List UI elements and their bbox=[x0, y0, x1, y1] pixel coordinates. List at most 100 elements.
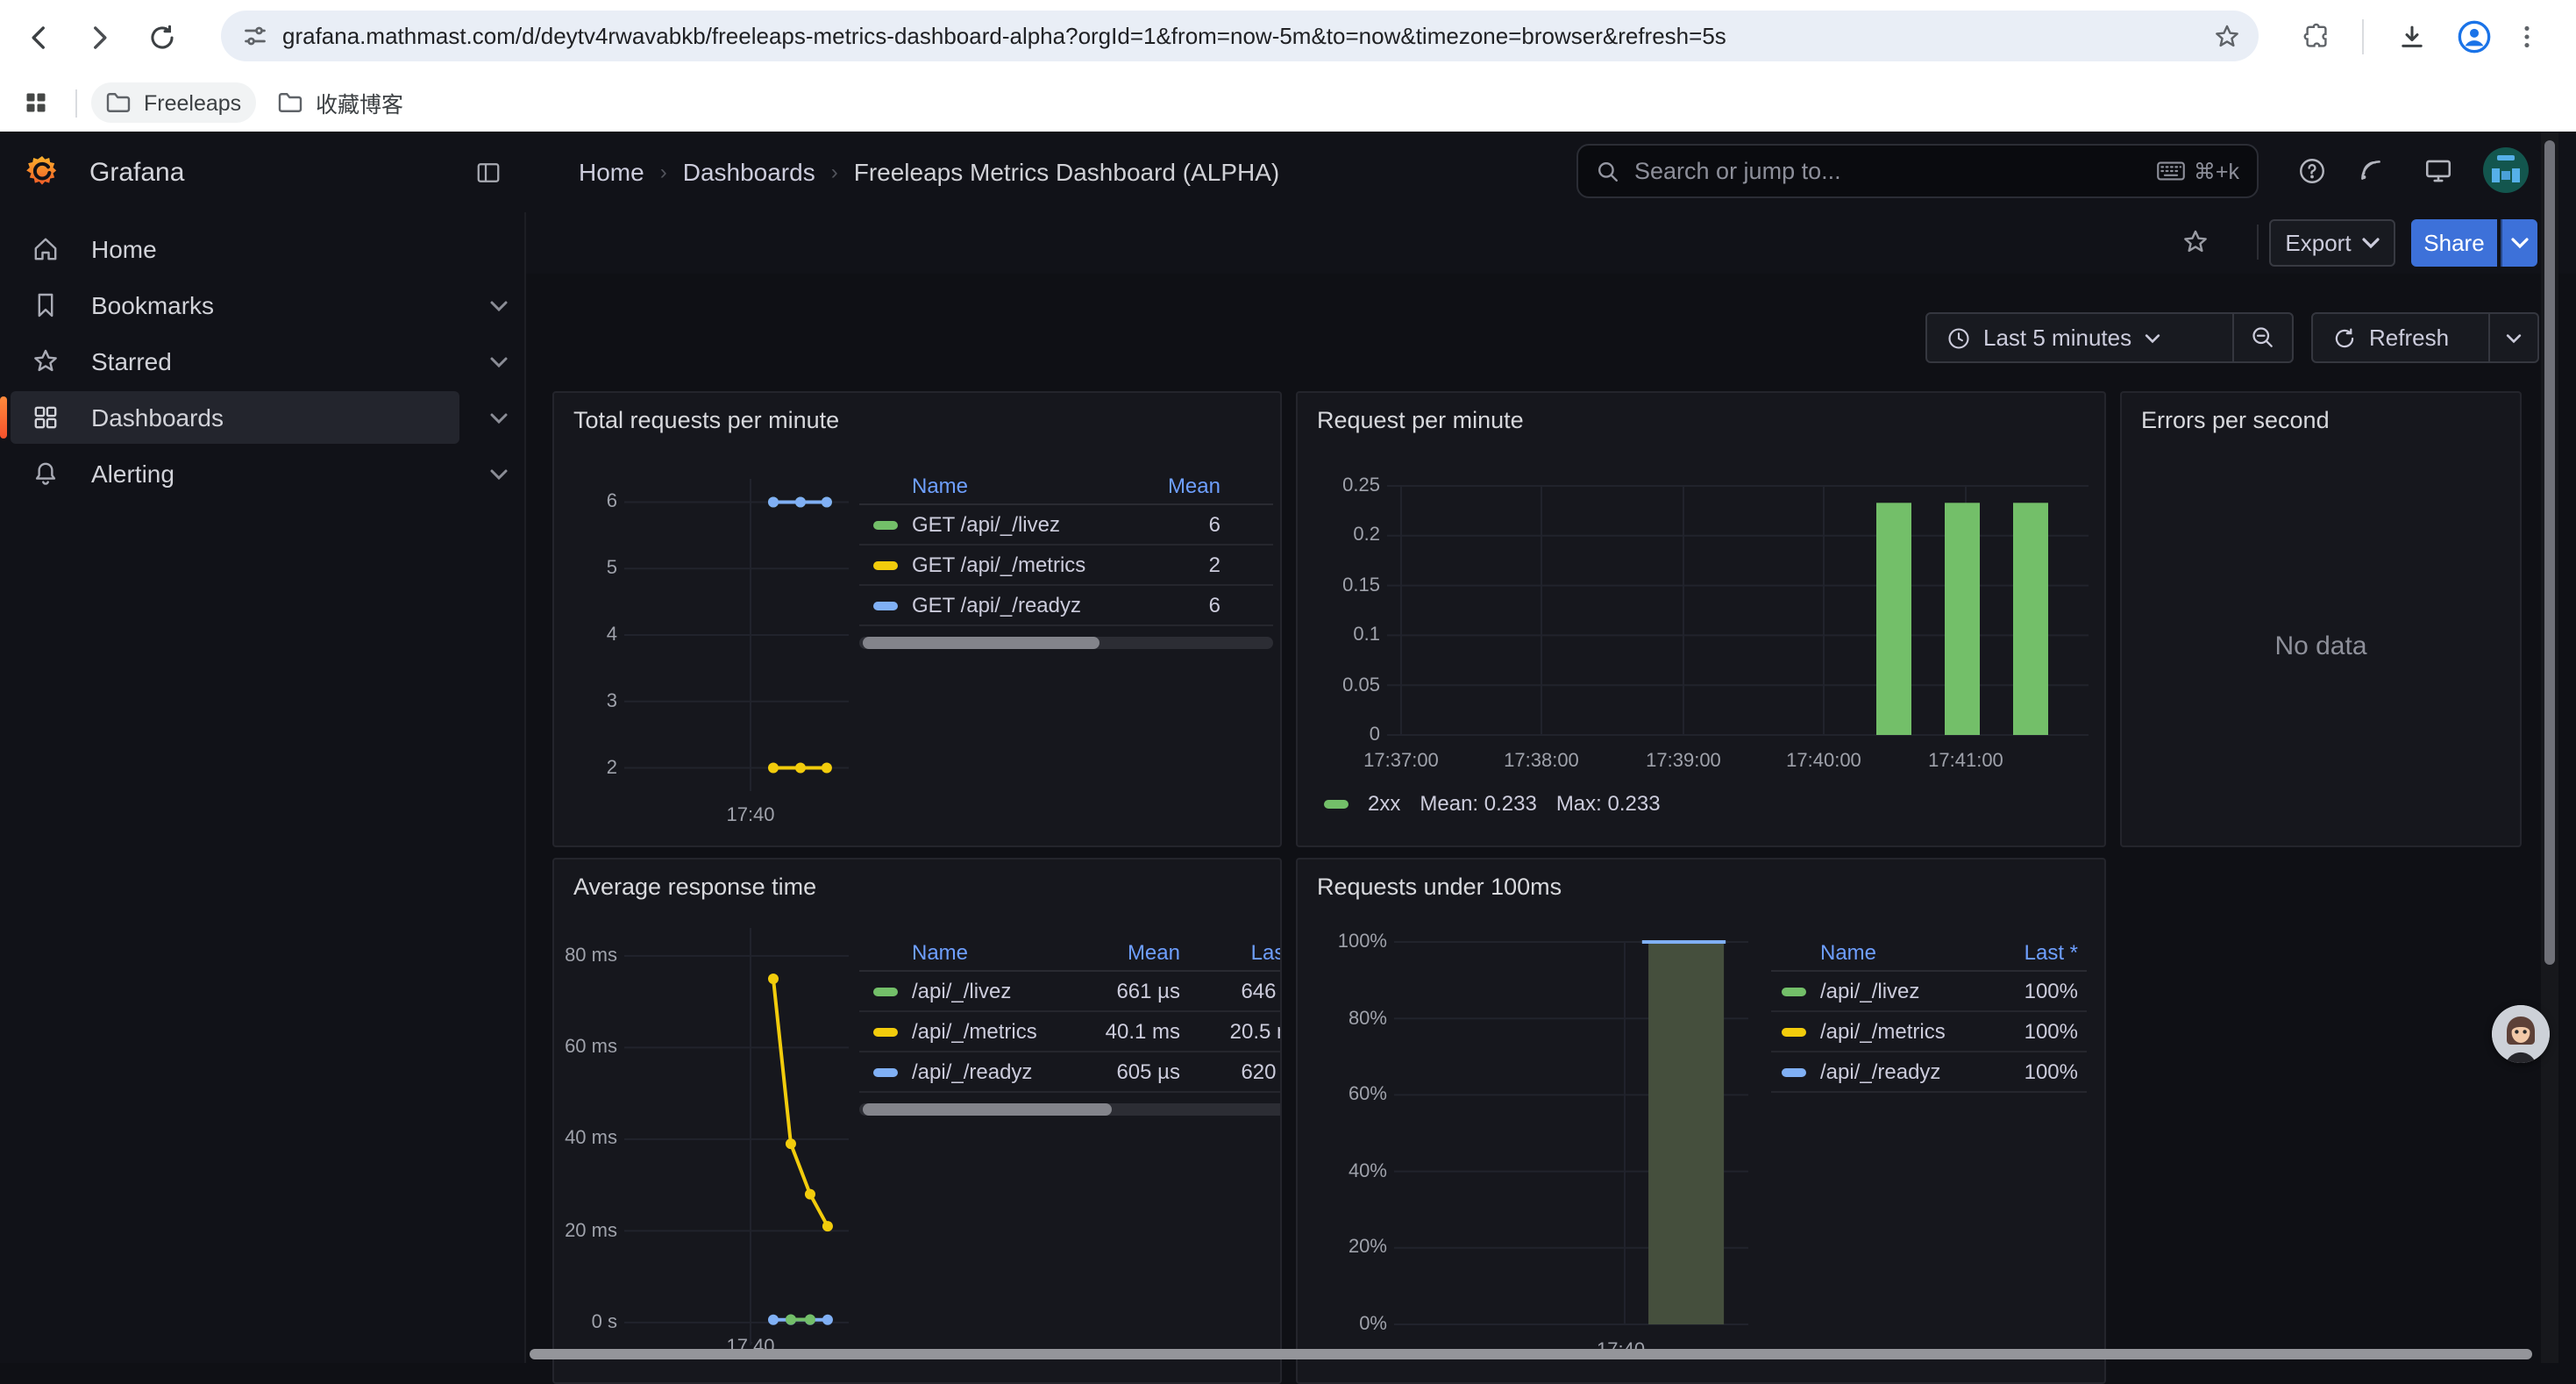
grafana-logo[interactable] bbox=[25, 154, 60, 189]
legend-row[interactable]: GET /api/_/livez 6 bbox=[859, 505, 1273, 546]
legend-scrollbar[interactable] bbox=[859, 637, 1273, 649]
back-icon[interactable] bbox=[14, 12, 63, 61]
data-point[interactable] bbox=[767, 762, 779, 774]
scrollbar-thumb[interactable] bbox=[2544, 140, 2555, 965]
series-line[interactable] bbox=[771, 978, 829, 1228]
data-point[interactable] bbox=[785, 1138, 796, 1150]
series-name[interactable]: GET /api/_/metrics bbox=[912, 553, 1086, 577]
timeseries-chart[interactable]: 80 ms 60 ms 40 ms 20 ms 0 s 17:40 bbox=[554, 860, 1280, 1382]
export-button[interactable]: Export bbox=[2269, 219, 2395, 267]
legend-row[interactable]: /api/_/livez 100% bbox=[1771, 972, 2087, 1012]
breadcrumb-home[interactable]: Home bbox=[579, 158, 644, 186]
bookmark-folder-freeleaps[interactable]: Freeleaps bbox=[91, 82, 256, 123]
reload-icon[interactable] bbox=[137, 12, 186, 61]
data-point[interactable] bbox=[821, 762, 832, 774]
bookmark-folder-blogs[interactable]: 收藏博客 bbox=[263, 82, 417, 123]
refresh-interval-button[interactable] bbox=[2488, 314, 2537, 361]
bar[interactable] bbox=[1876, 503, 1911, 735]
chart-plot[interactable] bbox=[1394, 940, 1748, 1325]
url-text[interactable]: grafana.mathmast.com/d/deytv4rwavabkb/fr… bbox=[282, 23, 1726, 49]
legend-row[interactable]: GET /api/_/readyz 6 bbox=[859, 586, 1273, 626]
scrollbar-thumb[interactable] bbox=[863, 637, 1099, 649]
data-point[interactable] bbox=[794, 762, 806, 774]
dock-menu-icon[interactable] bbox=[466, 151, 509, 193]
data-point[interactable] bbox=[767, 973, 779, 984]
series-name[interactable]: /api/_/metrics bbox=[912, 1019, 1037, 1044]
legend-row[interactable]: GET /api/_/metrics 2 bbox=[859, 546, 1273, 586]
share-menu-button[interactable] bbox=[2500, 219, 2537, 267]
panel-title[interactable]: Average response time bbox=[573, 874, 817, 900]
address-bar[interactable]: grafana.mathmast.com/d/deytv4rwavabkb/fr… bbox=[221, 11, 2259, 61]
data-point[interactable] bbox=[794, 496, 806, 508]
sidebar-item-alerting[interactable]: Alerting bbox=[11, 447, 459, 500]
news-rss-icon[interactable] bbox=[2350, 149, 2392, 191]
user-avatar[interactable] bbox=[2483, 147, 2529, 193]
series-name[interactable]: GET /api/_/livez bbox=[912, 512, 1060, 537]
legend-row[interactable]: /api/_/metrics 40.1 ms 20.5 ms bbox=[859, 1012, 1280, 1052]
panel-title[interactable]: Errors per second bbox=[2141, 407, 2330, 433]
kiosk-monitor-icon[interactable] bbox=[2416, 149, 2459, 191]
bookmark-label[interactable]: Freeleaps bbox=[144, 90, 242, 115]
legend-table[interactable]: Name Mean Last * /api/_/livez 661 µs 646 µs/a… bbox=[859, 933, 1280, 1116]
window-horizontal-scrollbar[interactable] bbox=[530, 1349, 2532, 1359]
chevron-down-icon[interactable] bbox=[477, 447, 519, 500]
series-name[interactable]: /api/_/readyz bbox=[912, 1059, 1033, 1084]
tune-icon[interactable] bbox=[242, 23, 268, 49]
apps-grid-icon[interactable] bbox=[12, 79, 58, 125]
favorite-star-icon[interactable] bbox=[2174, 221, 2217, 263]
series-name[interactable]: 2xx bbox=[1368, 791, 1401, 816]
search-input[interactable]: Search or jump to... ⌘+k bbox=[1576, 144, 2259, 198]
timeseries-chart[interactable]: 6 5 4 3 2 17:40 bbox=[554, 393, 1280, 845]
panel-title[interactable]: Total requests per minute bbox=[573, 407, 840, 433]
refresh-button[interactable]: Refresh bbox=[2313, 314, 2489, 361]
share-button[interactable]: Share bbox=[2411, 219, 2497, 267]
legend-table[interactable]: Name Mean GET /api/_/livez 6 GET /api/_/metr… bbox=[859, 467, 1273, 649]
series-name[interactable]: GET /api/_/readyz bbox=[912, 593, 1081, 617]
series-name[interactable]: /api/_/livez bbox=[1820, 979, 1920, 1003]
bookmark-star-icon[interactable] bbox=[2213, 22, 2241, 50]
grafana-brand[interactable]: Grafana bbox=[89, 157, 185, 187]
zoom-out-button[interactable] bbox=[2232, 314, 2290, 361]
series-name[interactable]: /api/_/metrics bbox=[1820, 1019, 1946, 1044]
chart-plot[interactable] bbox=[624, 479, 849, 791]
data-point[interactable] bbox=[822, 1221, 833, 1232]
chevron-down-icon[interactable] bbox=[477, 391, 519, 444]
legend-row[interactable]: /api/_/livez 661 µs 646 µs bbox=[859, 972, 1280, 1012]
data-point[interactable] bbox=[767, 496, 779, 508]
time-range-button[interactable]: Last 5 minutes bbox=[1927, 314, 2232, 361]
bookmark-label[interactable]: 收藏博客 bbox=[316, 93, 404, 118]
profile-icon[interactable] bbox=[2450, 12, 2499, 61]
legend-row[interactable]: /api/_/readyz 605 µs 620 µs bbox=[859, 1052, 1280, 1093]
help-icon[interactable] bbox=[2290, 149, 2332, 191]
sidebar-item-home[interactable]: Home bbox=[11, 223, 459, 275]
legend-table[interactable]: Name Last */api/_/livez 100%/api/_/metrics… bbox=[1771, 933, 2087, 1093]
chevron-down-icon[interactable] bbox=[477, 279, 519, 332]
legend-row[interactable]: /api/_/metrics 100% bbox=[1771, 1012, 2087, 1052]
bar[interactable] bbox=[2013, 503, 2048, 735]
breadcrumb-dashboards[interactable]: Dashboards bbox=[682, 158, 815, 186]
bar-chart[interactable]: 100%80%60%40%20%0%17:40 bbox=[1298, 860, 2104, 1382]
scrollbar-thumb[interactable] bbox=[863, 1103, 1112, 1116]
window-vertical-scrollbar[interactable] bbox=[2541, 132, 2558, 1363]
assistant-avatar-button[interactable] bbox=[2492, 1005, 2550, 1063]
legend-scrollbar[interactable] bbox=[859, 1103, 1280, 1116]
data-point[interactable] bbox=[785, 1314, 796, 1325]
chart-plot[interactable] bbox=[1387, 485, 2089, 736]
sidebar-item-bookmarks[interactable]: Bookmarks bbox=[11, 279, 459, 332]
series-name[interactable]: /api/_/livez bbox=[912, 979, 1012, 1003]
data-point[interactable] bbox=[822, 1314, 833, 1325]
bar[interactable] bbox=[1648, 942, 1725, 1324]
panel-title[interactable]: Request per minute bbox=[1317, 407, 1524, 433]
data-point[interactable] bbox=[767, 1314, 779, 1325]
panel-title[interactable]: Requests under 100ms bbox=[1317, 874, 1562, 900]
legend-row[interactable]: /api/_/readyz 100% bbox=[1771, 1052, 2087, 1093]
chart-plot[interactable] bbox=[624, 928, 849, 1345]
bar-chart[interactable]: 0.25 0.2 0.15 0.1 0.05 0 17:37:00 17:38:00 17:39… bbox=[1298, 393, 2104, 845]
chevron-down-icon[interactable] bbox=[477, 335, 519, 388]
sidebar-item-dashboards[interactable]: Dashboards bbox=[11, 391, 459, 444]
data-point[interactable] bbox=[821, 496, 832, 508]
sidebar-item-starred[interactable]: Starred bbox=[11, 335, 459, 388]
legend[interactable]: 2xx Mean: 0.233 Max: 0.233 bbox=[1324, 791, 1661, 816]
data-point[interactable] bbox=[804, 1314, 815, 1325]
menu-kebab-icon[interactable] bbox=[2502, 12, 2551, 61]
